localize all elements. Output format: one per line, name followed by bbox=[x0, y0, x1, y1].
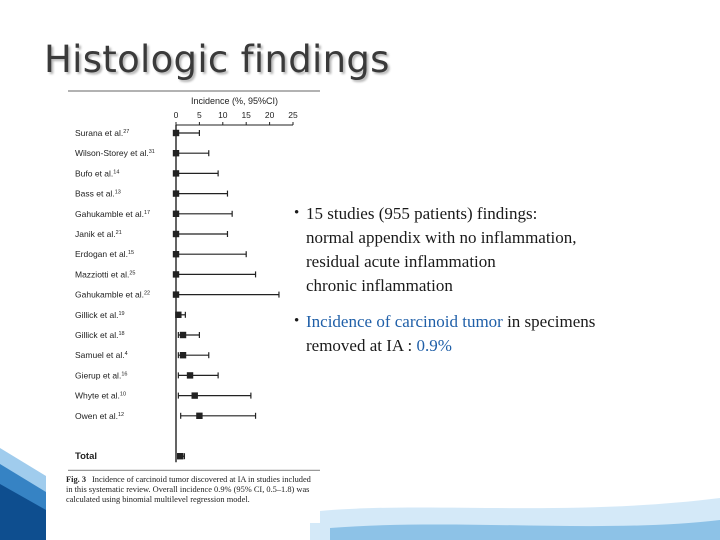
bullet-list: • 15 studies (955 patients) findings: no… bbox=[294, 202, 696, 370]
study-ref: 22 bbox=[144, 291, 150, 297]
study-label: Gillick et al.18 bbox=[75, 330, 125, 340]
study-label: Samuel et al.4 bbox=[75, 350, 128, 360]
study-ref: 18 bbox=[118, 331, 124, 337]
study-label: Erdogan et al.15 bbox=[75, 249, 134, 259]
estimate-marker bbox=[172, 170, 180, 177]
bullet-dot-icon: • bbox=[294, 313, 300, 329]
study-label: Whyte et al.10 bbox=[75, 391, 126, 401]
study-ref: 15 bbox=[128, 250, 134, 256]
estimate-marker bbox=[196, 412, 203, 419]
estimate-marker bbox=[172, 251, 180, 258]
bullet-line: residual acute inflammation bbox=[306, 252, 496, 271]
x-tick-label: 10 bbox=[218, 110, 228, 120]
bullet-line: chronic inflammation bbox=[306, 276, 453, 295]
incidence-value: 0.9% bbox=[416, 336, 452, 355]
study-ref: 12 bbox=[118, 412, 124, 418]
estimate-marker bbox=[172, 190, 180, 197]
study-label: Gillick et al.19 bbox=[75, 310, 125, 320]
x-tick-label: 5 bbox=[197, 110, 202, 120]
bullet-carcinoid: • Incidence of carcinoid tumor in specim… bbox=[294, 310, 696, 358]
bullet-text: in specimens bbox=[502, 312, 596, 331]
total-label: Total bbox=[75, 451, 97, 462]
x-tick-label: 20 bbox=[265, 110, 275, 120]
x-axis-label: Incidence (%, 95%CI) bbox=[191, 96, 278, 106]
estimate-marker bbox=[191, 392, 198, 399]
x-tick-label: 0 bbox=[174, 110, 179, 120]
study-label: Janik et al.21 bbox=[75, 229, 122, 239]
estimate-marker bbox=[179, 331, 187, 339]
estimate-marker bbox=[186, 372, 194, 379]
estimate-marker bbox=[172, 210, 180, 217]
study-label: Owen et al.12 bbox=[75, 411, 124, 421]
bullet-line: 15 studies (955 patients) findings: bbox=[306, 204, 538, 223]
study-label: Gahukamble et al.22 bbox=[75, 290, 150, 300]
estimate-marker bbox=[172, 291, 180, 298]
x-tick-label: 15 bbox=[241, 110, 251, 120]
study-ref: 4 bbox=[125, 351, 128, 357]
study-label: Gahukamble et al.17 bbox=[75, 209, 150, 219]
bullet-studies: • 15 studies (955 patients) findings: no… bbox=[294, 202, 696, 298]
study-label: Bass et al.13 bbox=[75, 189, 121, 199]
study-label: Mazziotti et al.25 bbox=[75, 269, 135, 279]
study-label: Wilson-Storey et al.31 bbox=[75, 148, 155, 158]
estimate-marker bbox=[172, 129, 180, 137]
study-ref: 14 bbox=[113, 169, 119, 175]
forest-plot-figure: Incidence (%, 95%CI) 0 5 10 15 20 25 Surana et … bbox=[48, 85, 320, 523]
bullet-line: removed at IA : 0.9% bbox=[306, 334, 696, 358]
bullet-text: removed at IA : bbox=[306, 336, 417, 355]
estimate-marker bbox=[172, 271, 180, 278]
estimate-marker bbox=[179, 352, 187, 359]
study-ref: 16 bbox=[121, 371, 127, 377]
caption-label: Fig. 3 bbox=[66, 475, 87, 484]
study-ref: 19 bbox=[118, 311, 124, 317]
study-ref: 21 bbox=[116, 230, 122, 236]
caption-text: Incidence of carcinoid tumor discovered … bbox=[66, 475, 311, 504]
study-ref: 13 bbox=[115, 190, 121, 196]
bullet-line: Incidence of carcinoid tumor in specimen… bbox=[306, 310, 696, 334]
study-label: Gierup et al.16 bbox=[75, 370, 127, 380]
x-tick-label: 25 bbox=[288, 110, 298, 120]
study-ref: 17 bbox=[144, 210, 150, 216]
estimate-marker bbox=[172, 150, 180, 157]
study-ref: 31 bbox=[149, 149, 155, 155]
forest-plot: Incidence (%, 95%CI) 0 5 10 15 20 25 Surana et … bbox=[68, 90, 320, 471]
study-ref: 27 bbox=[123, 129, 129, 135]
study-label: Surana et al.27 bbox=[75, 128, 129, 138]
study-ref: 25 bbox=[129, 270, 135, 276]
highlight-text: Incidence of carcinoid tumor bbox=[306, 312, 503, 331]
estimate-marker bbox=[172, 230, 180, 238]
study-label: Bufo et al.14 bbox=[75, 168, 119, 178]
study-ref: 10 bbox=[120, 392, 126, 398]
estimate-marker bbox=[175, 311, 182, 318]
bullet-line: normal appendix with no inflammation, bbox=[306, 228, 577, 247]
corner-decoration bbox=[0, 448, 720, 540]
bullet-dot-icon: • bbox=[294, 205, 300, 221]
slide-title: Histologic findings bbox=[44, 38, 390, 81]
total-estimate-marker bbox=[177, 453, 184, 460]
figure-caption: Fig. 3 Incidence of carcinoid tumor disco… bbox=[66, 475, 316, 505]
